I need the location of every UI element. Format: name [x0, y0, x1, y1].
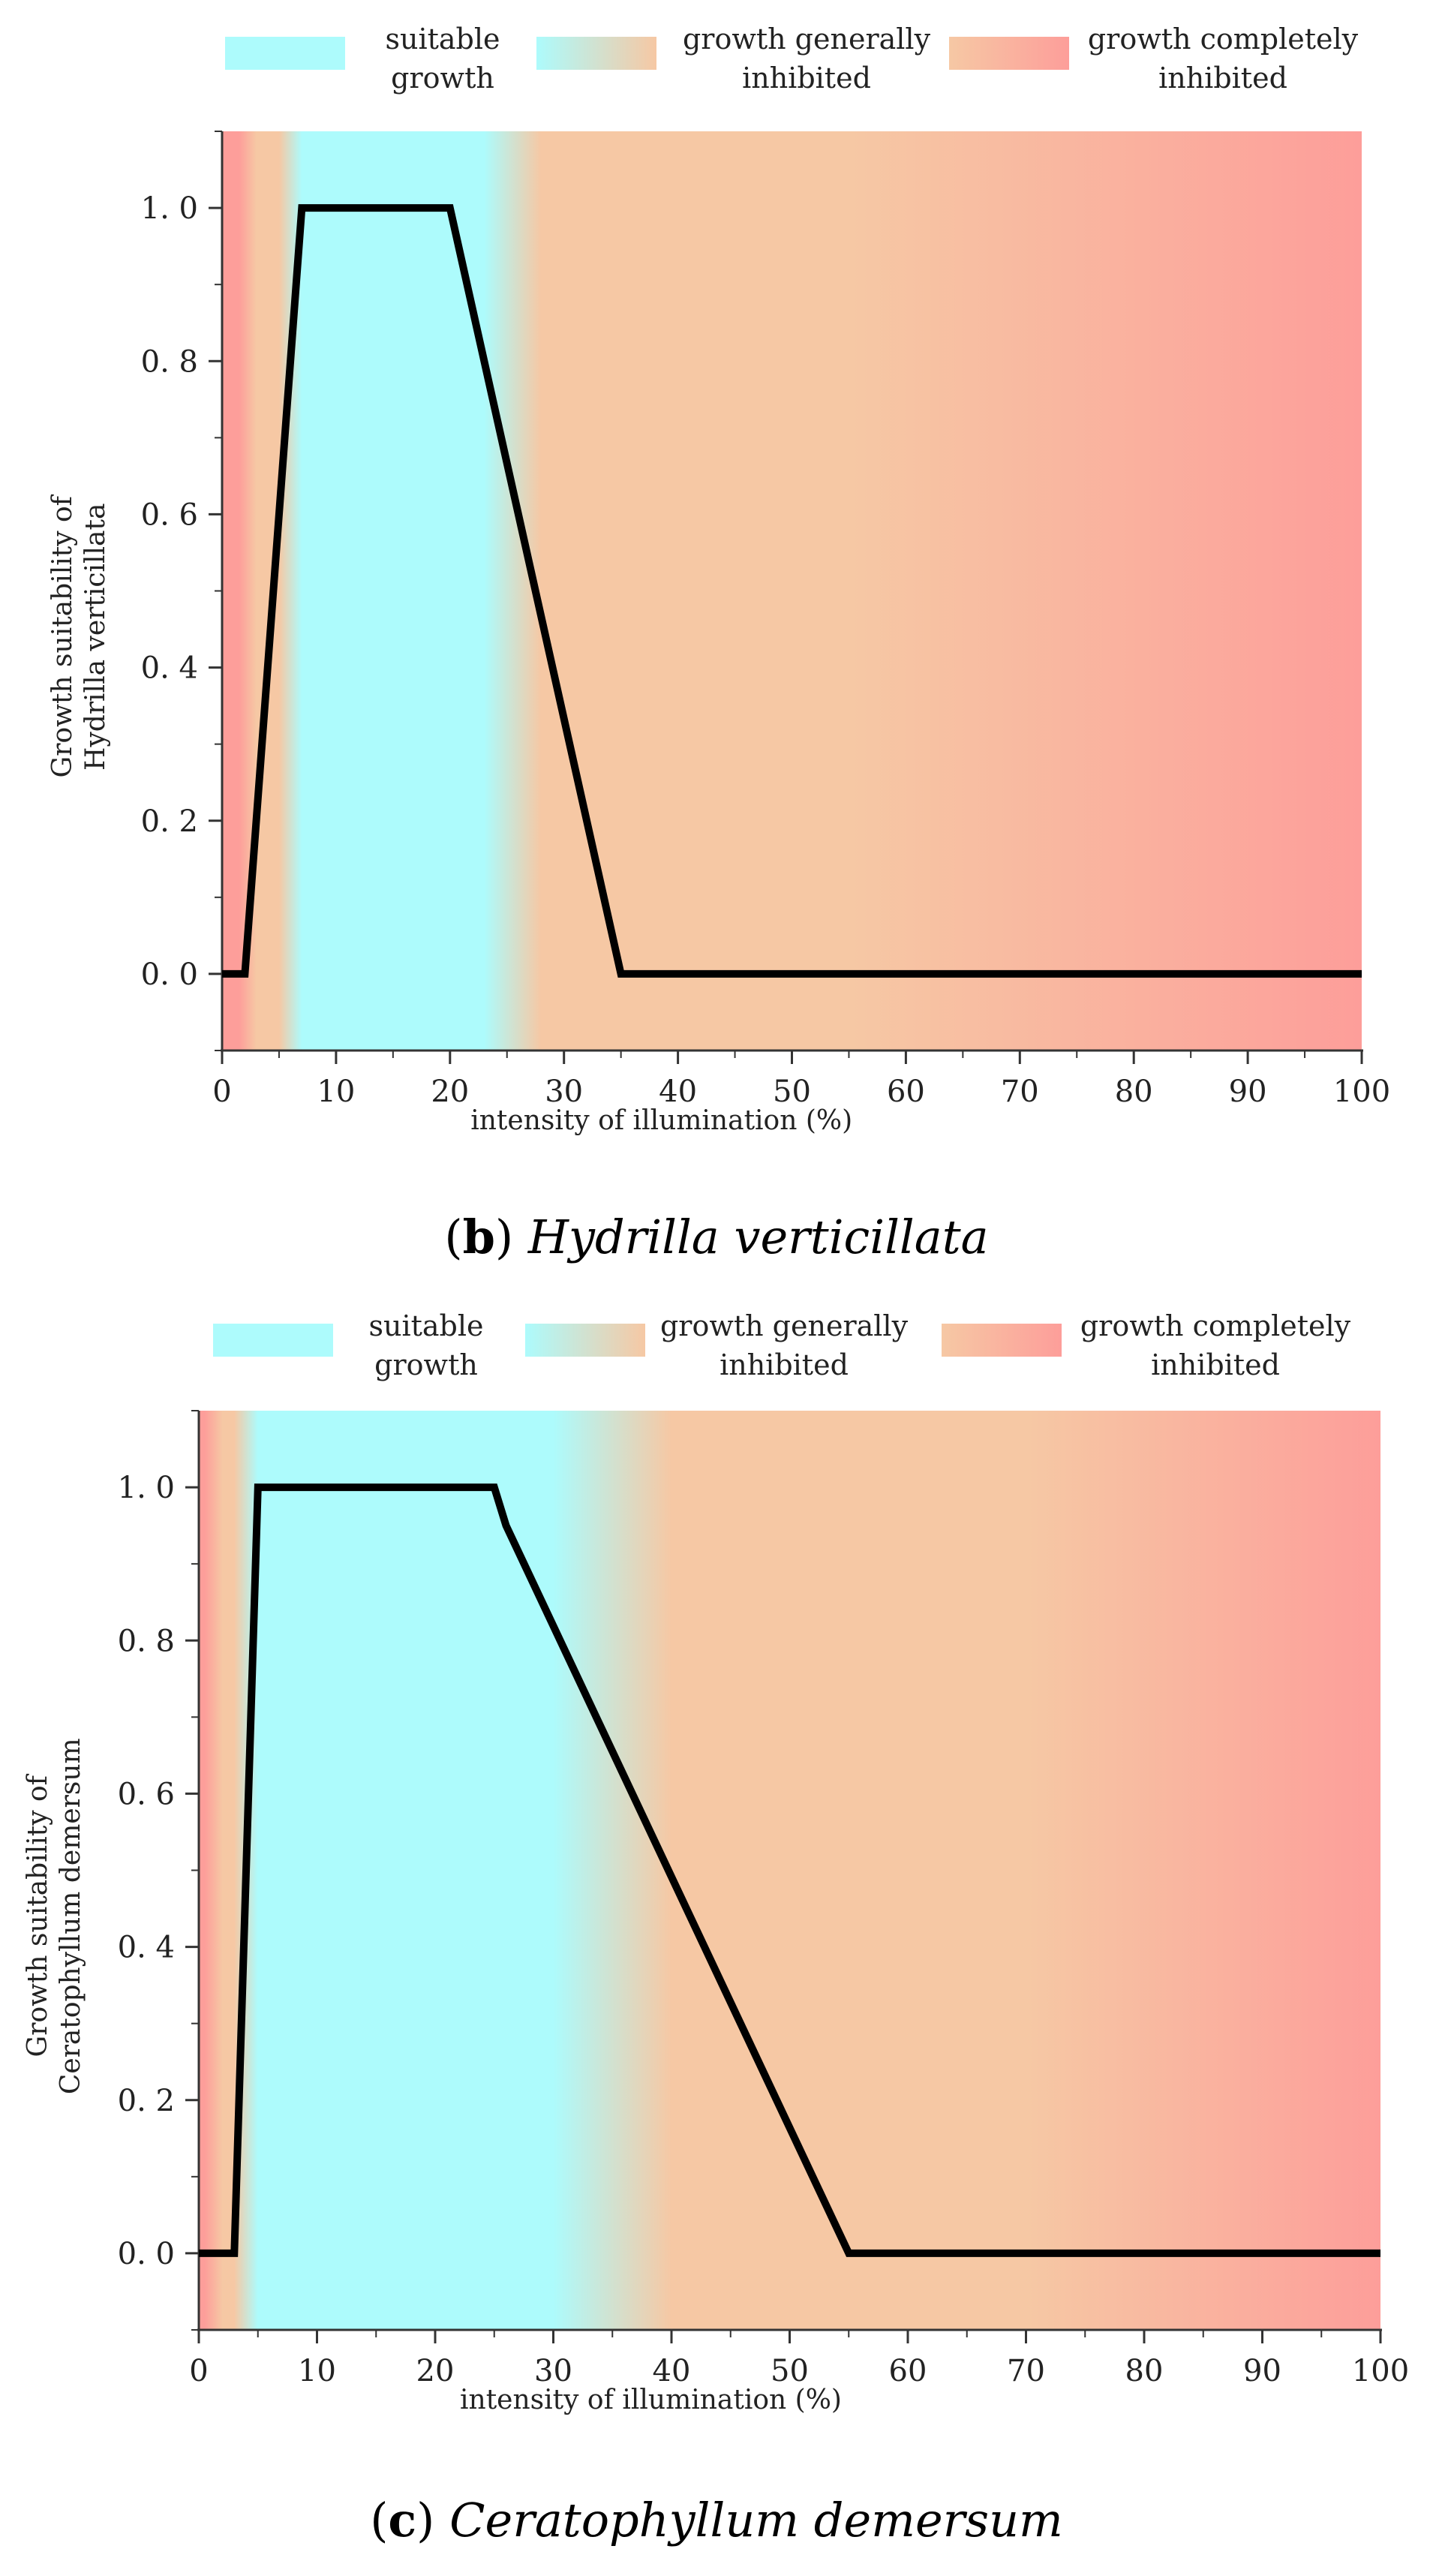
legend-label: suitable: [368, 1309, 483, 1342]
x-tick-label: 80: [1115, 1075, 1153, 1109]
y-tick-label: 0. 2: [141, 804, 198, 839]
x-tick-label: 90: [1229, 1075, 1267, 1109]
x-axis-title: intensity of illumination (%): [460, 2385, 842, 2415]
caption-punctuation: (: [444, 1210, 462, 1264]
legend-swatch-complete: [942, 1324, 1062, 1357]
suitability-curve: [199, 1483, 1380, 2257]
x-tick-label: 0: [189, 2354, 208, 2388]
caption-punctuation: ): [416, 2493, 449, 2547]
y-tick-label: 0. 0: [118, 2237, 175, 2271]
legend-swatch-general: [525, 1324, 645, 1357]
zone-background: [199, 1411, 1380, 2330]
x-tick-label: 40: [653, 2354, 691, 2388]
zone-background: [222, 131, 1362, 1051]
legend-label: inhibited: [720, 1348, 849, 1381]
x-tick-label: 60: [887, 1075, 925, 1109]
x-tick-label: 20: [431, 1075, 469, 1109]
x-tick-label: 80: [1125, 2354, 1164, 2388]
caption-punctuation: (: [370, 2493, 388, 2547]
x-tick-label: 70: [1007, 2354, 1045, 2388]
legend-label: inhibited: [1151, 1348, 1280, 1381]
y-tick-label: 0. 6: [141, 497, 198, 532]
chart-panel-c: 0 10 20 30 40 50 60 70 80 90 100 0. 0 0. 2 0. 4 0. 6 0.…: [23, 1309, 1409, 2547]
y-tick-label: 0. 4: [141, 651, 198, 686]
legend-label: inhibited: [1158, 62, 1287, 95]
y-axis-title-line: Ceratophyllum demersum: [56, 1738, 86, 2094]
x-tick-label: 100: [1352, 2354, 1409, 2388]
panel-caption: (c) Ceratophyllum demersum: [370, 2493, 1063, 2547]
x-tick-label: 90: [1243, 2354, 1281, 2388]
y-axis-title-line: Growth suitability of: [23, 1773, 53, 2057]
x-axis-title: intensity of illumination (%): [470, 1105, 852, 1136]
legend-label: inhibited: [742, 62, 871, 95]
legend-label: growth generally: [660, 1309, 909, 1342]
y-tick-label: 0. 8: [141, 344, 198, 379]
legend-swatch-general: [536, 37, 656, 70]
x-tick-label: 70: [1001, 1075, 1039, 1109]
caption-panel-letter: c: [388, 2493, 416, 2547]
x-tick-label: 10: [298, 2354, 336, 2388]
chart-panel-b: 0 10 20 30 40 50 60 70 80 90 100 0. 0 0. 2 0. 4 0. 6 0.…: [47, 23, 1390, 1264]
y-tick-label: 0. 2: [118, 2084, 175, 2118]
x-tick-label: 10: [317, 1075, 355, 1109]
y-axis-title-line: Hydrilla verticillata: [80, 503, 111, 771]
legend-swatch-suitable: [213, 1324, 333, 1357]
caption-punctuation: ): [495, 1210, 528, 1264]
legend-label: growth: [374, 1348, 478, 1381]
legend-label: growth: [391, 62, 494, 95]
legend-label: growth completely: [1080, 1309, 1351, 1342]
x-tick-label: 50: [771, 2354, 809, 2388]
y-tick-label: 0. 6: [118, 1777, 175, 1811]
legend-swatch-complete: [949, 37, 1069, 70]
y-tick-label: 1. 0: [141, 191, 198, 226]
x-tick-label: 30: [534, 2354, 572, 2388]
x-tick-label: 20: [416, 2354, 455, 2388]
panel-caption: (b) Hydrilla verticillata: [444, 1210, 988, 1264]
x-tick-label: 50: [773, 1075, 811, 1109]
suitability-curve: [222, 204, 1362, 978]
caption-species-name: Hydrilla verticillata: [527, 1210, 989, 1264]
caption-species-name: Ceratophyllum demersum: [449, 2493, 1063, 2547]
x-tick-label: 40: [659, 1075, 697, 1109]
x-tick-label: 30: [545, 1075, 583, 1109]
x-tick-label: 0: [212, 1075, 231, 1109]
legend-swatch-suitable: [225, 37, 345, 70]
caption-panel-letter: b: [463, 1210, 495, 1264]
y-axis-title-line: Growth suitability of: [47, 494, 78, 777]
y-tick-label: 0. 0: [141, 957, 198, 992]
x-tick-label: 60: [889, 2354, 927, 2388]
legend-label: growth completely: [1088, 23, 1359, 56]
y-tick-label: 1. 0: [118, 1471, 175, 1505]
y-tick-label: 0. 8: [118, 1624, 175, 1658]
y-tick-label: 0. 4: [118, 1931, 175, 1965]
legend-label: growth generally: [683, 23, 931, 56]
legend-label: suitable: [385, 23, 500, 56]
x-tick-label: 100: [1333, 1075, 1390, 1109]
